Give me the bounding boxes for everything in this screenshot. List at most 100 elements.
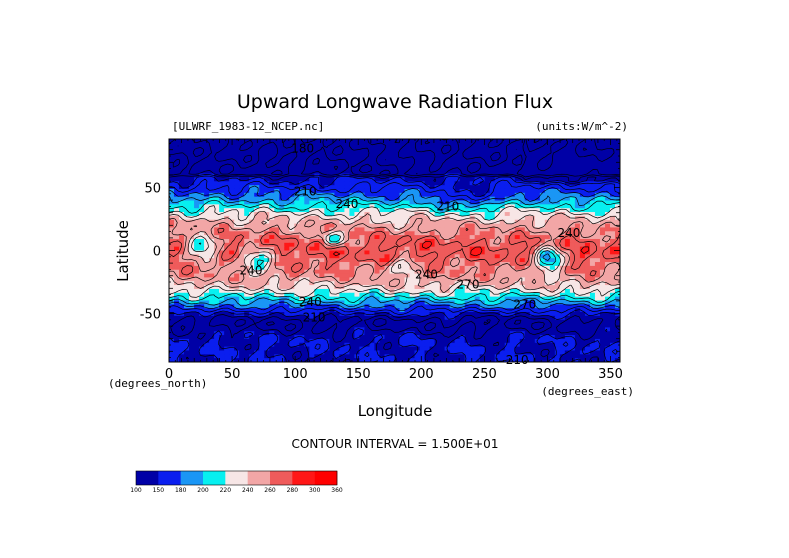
heatmap-cell	[599, 296, 606, 302]
heatmap-cell	[509, 150, 516, 155]
heatmap-cell	[504, 300, 511, 305]
heatmap-cell	[579, 335, 586, 340]
heatmap-cell	[244, 181, 250, 186]
heatmap-cell	[544, 300, 551, 305]
heatmap-cell	[324, 212, 330, 217]
heatmap-cell	[594, 238, 601, 244]
heatmap-cell	[359, 227, 366, 232]
heatmap-cell	[554, 165, 561, 171]
heatmap-cell	[364, 142, 371, 148]
heatmap-cell	[374, 304, 381, 309]
heatmap-cell	[279, 185, 285, 190]
heatmap-cell	[294, 296, 300, 302]
heatmap-cell	[249, 219, 255, 225]
heatmap-cell	[599, 323, 606, 328]
heatmap-cell	[349, 173, 356, 179]
heatmap-cell	[324, 150, 330, 155]
heatmap-cell	[244, 346, 250, 352]
heatmap-cell	[369, 262, 376, 267]
heatmap-cell	[454, 346, 461, 352]
heatmap-cell	[509, 262, 516, 267]
heatmap-cell	[289, 181, 295, 186]
heatmap-cell	[299, 165, 305, 171]
heatmap-cell	[494, 181, 501, 186]
heatmap-cell	[384, 177, 391, 182]
heatmap-cell	[274, 200, 280, 205]
heatmap-cell	[364, 146, 371, 152]
heatmap-cell	[369, 285, 376, 290]
heatmap-cell	[249, 308, 255, 313]
heatmap-cell	[589, 231, 596, 236]
heatmap-cell	[454, 181, 461, 186]
heatmap-cell	[509, 319, 516, 325]
heatmap-cell	[334, 262, 340, 267]
heatmap-cell	[184, 331, 190, 336]
heatmap-cell	[344, 323, 350, 328]
heatmap-cell	[554, 346, 561, 352]
heatmap-cell	[434, 285, 441, 290]
heatmap-cell	[499, 296, 506, 302]
heatmap-cell	[359, 335, 366, 340]
heatmap-cell	[329, 154, 335, 159]
heatmap-cell	[344, 162, 350, 167]
heatmap-cell	[294, 196, 300, 202]
heatmap-cell	[414, 204, 421, 209]
heatmap-cell	[584, 215, 591, 221]
heatmap-cell	[219, 319, 225, 325]
heatmap-cell	[574, 262, 581, 267]
heatmap-cell	[504, 319, 511, 325]
heatmap-cell	[299, 319, 305, 325]
heatmap-cell	[374, 246, 381, 252]
heatmap-cell	[579, 173, 586, 179]
heatmap-cell	[589, 246, 596, 252]
heatmap-cell	[579, 223, 586, 229]
heatmap-cell	[459, 139, 466, 144]
heatmap-cell	[599, 327, 606, 332]
heatmap-cell	[304, 312, 310, 317]
heatmap-cell	[369, 319, 376, 325]
heatmap-cell	[254, 158, 260, 163]
heatmap-cell	[474, 142, 481, 148]
heatmap-cell	[309, 254, 315, 259]
heatmap-cell	[599, 277, 606, 282]
heatmap-cell	[504, 262, 511, 267]
heatmap-cell	[509, 238, 516, 244]
heatmap-cell	[404, 238, 411, 244]
heatmap-cell	[539, 219, 546, 225]
heatmap-cell	[174, 342, 180, 348]
heatmap-cell	[474, 208, 481, 213]
heatmap-cell	[554, 285, 561, 290]
heatmap-cell	[594, 304, 601, 309]
heatmap-cell	[444, 342, 451, 348]
heatmap-cell	[434, 296, 441, 302]
heatmap-cell	[364, 235, 371, 240]
heatmap-cell	[344, 338, 350, 344]
heatmap-cell	[254, 142, 260, 148]
heatmap-cell	[579, 277, 586, 282]
heatmap-cell	[329, 235, 335, 240]
heatmap-cell	[534, 304, 541, 309]
heatmap-cell	[599, 300, 606, 305]
heatmap-cell	[244, 212, 250, 217]
heatmap-cell	[209, 192, 215, 198]
heatmap-cell	[434, 212, 441, 217]
heatmap-cell	[239, 277, 245, 282]
heatmap-cell	[439, 204, 446, 209]
heatmap-cell	[404, 338, 411, 344]
heatmap-cell	[289, 165, 295, 171]
heatmap-cell	[329, 219, 335, 225]
heatmap-cell	[179, 335, 185, 340]
heatmap-cell	[239, 335, 245, 340]
heatmap-cell	[204, 265, 210, 271]
heatmap-cell	[214, 312, 220, 317]
heatmap-cell	[439, 304, 446, 309]
heatmap-cell	[499, 192, 506, 198]
heatmap-cell	[304, 288, 310, 294]
heatmap-cell	[354, 177, 361, 182]
heatmap-cell	[349, 185, 356, 190]
heatmap-cell	[524, 254, 531, 259]
heatmap-cell	[489, 269, 496, 275]
heatmap-cell	[379, 154, 386, 159]
heatmap-cell	[464, 188, 471, 194]
heatmap-cell	[209, 162, 215, 167]
